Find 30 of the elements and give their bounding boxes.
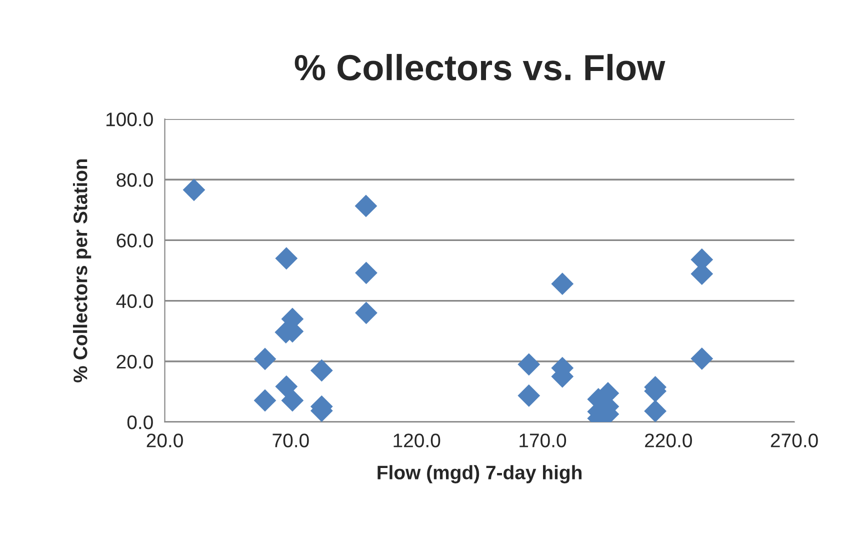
point [281,389,304,412]
chart-title: % Collectors vs. Flow [294,54,666,80]
point [551,272,574,296]
point [355,262,378,284]
point [254,389,276,412]
point [354,194,378,218]
y-tick-label: 40.0 [116,294,153,308]
point [310,359,333,382]
y-tick-label: 20.0 [116,354,153,369]
x-tick-label: 120.0 [394,434,440,448]
point [275,247,298,270]
point [690,347,714,370]
x-tick-label: 20.0 [146,434,183,448]
x-tick-label: 270.0 [770,434,818,448]
y-tick-label: 100.0 [106,112,153,126]
point [355,302,378,324]
point [644,400,666,422]
point [275,375,298,398]
point [182,178,206,202]
x-tick-label: 220.0 [645,434,692,448]
x-tick-label: 70.0 [272,434,309,448]
y-axis-title: % Collectors per Station [72,159,92,382]
x-tick-label: 170.0 [520,434,566,448]
x-axis-title: Flow (mgd) 7-day high [378,465,582,484]
point [518,384,540,407]
point [518,353,540,376]
y-tick-label: 60.0 [116,234,153,248]
y-tick-label: 0.0 [127,415,153,430]
y-tick-label: 80.0 [116,173,153,187]
point [254,348,276,370]
